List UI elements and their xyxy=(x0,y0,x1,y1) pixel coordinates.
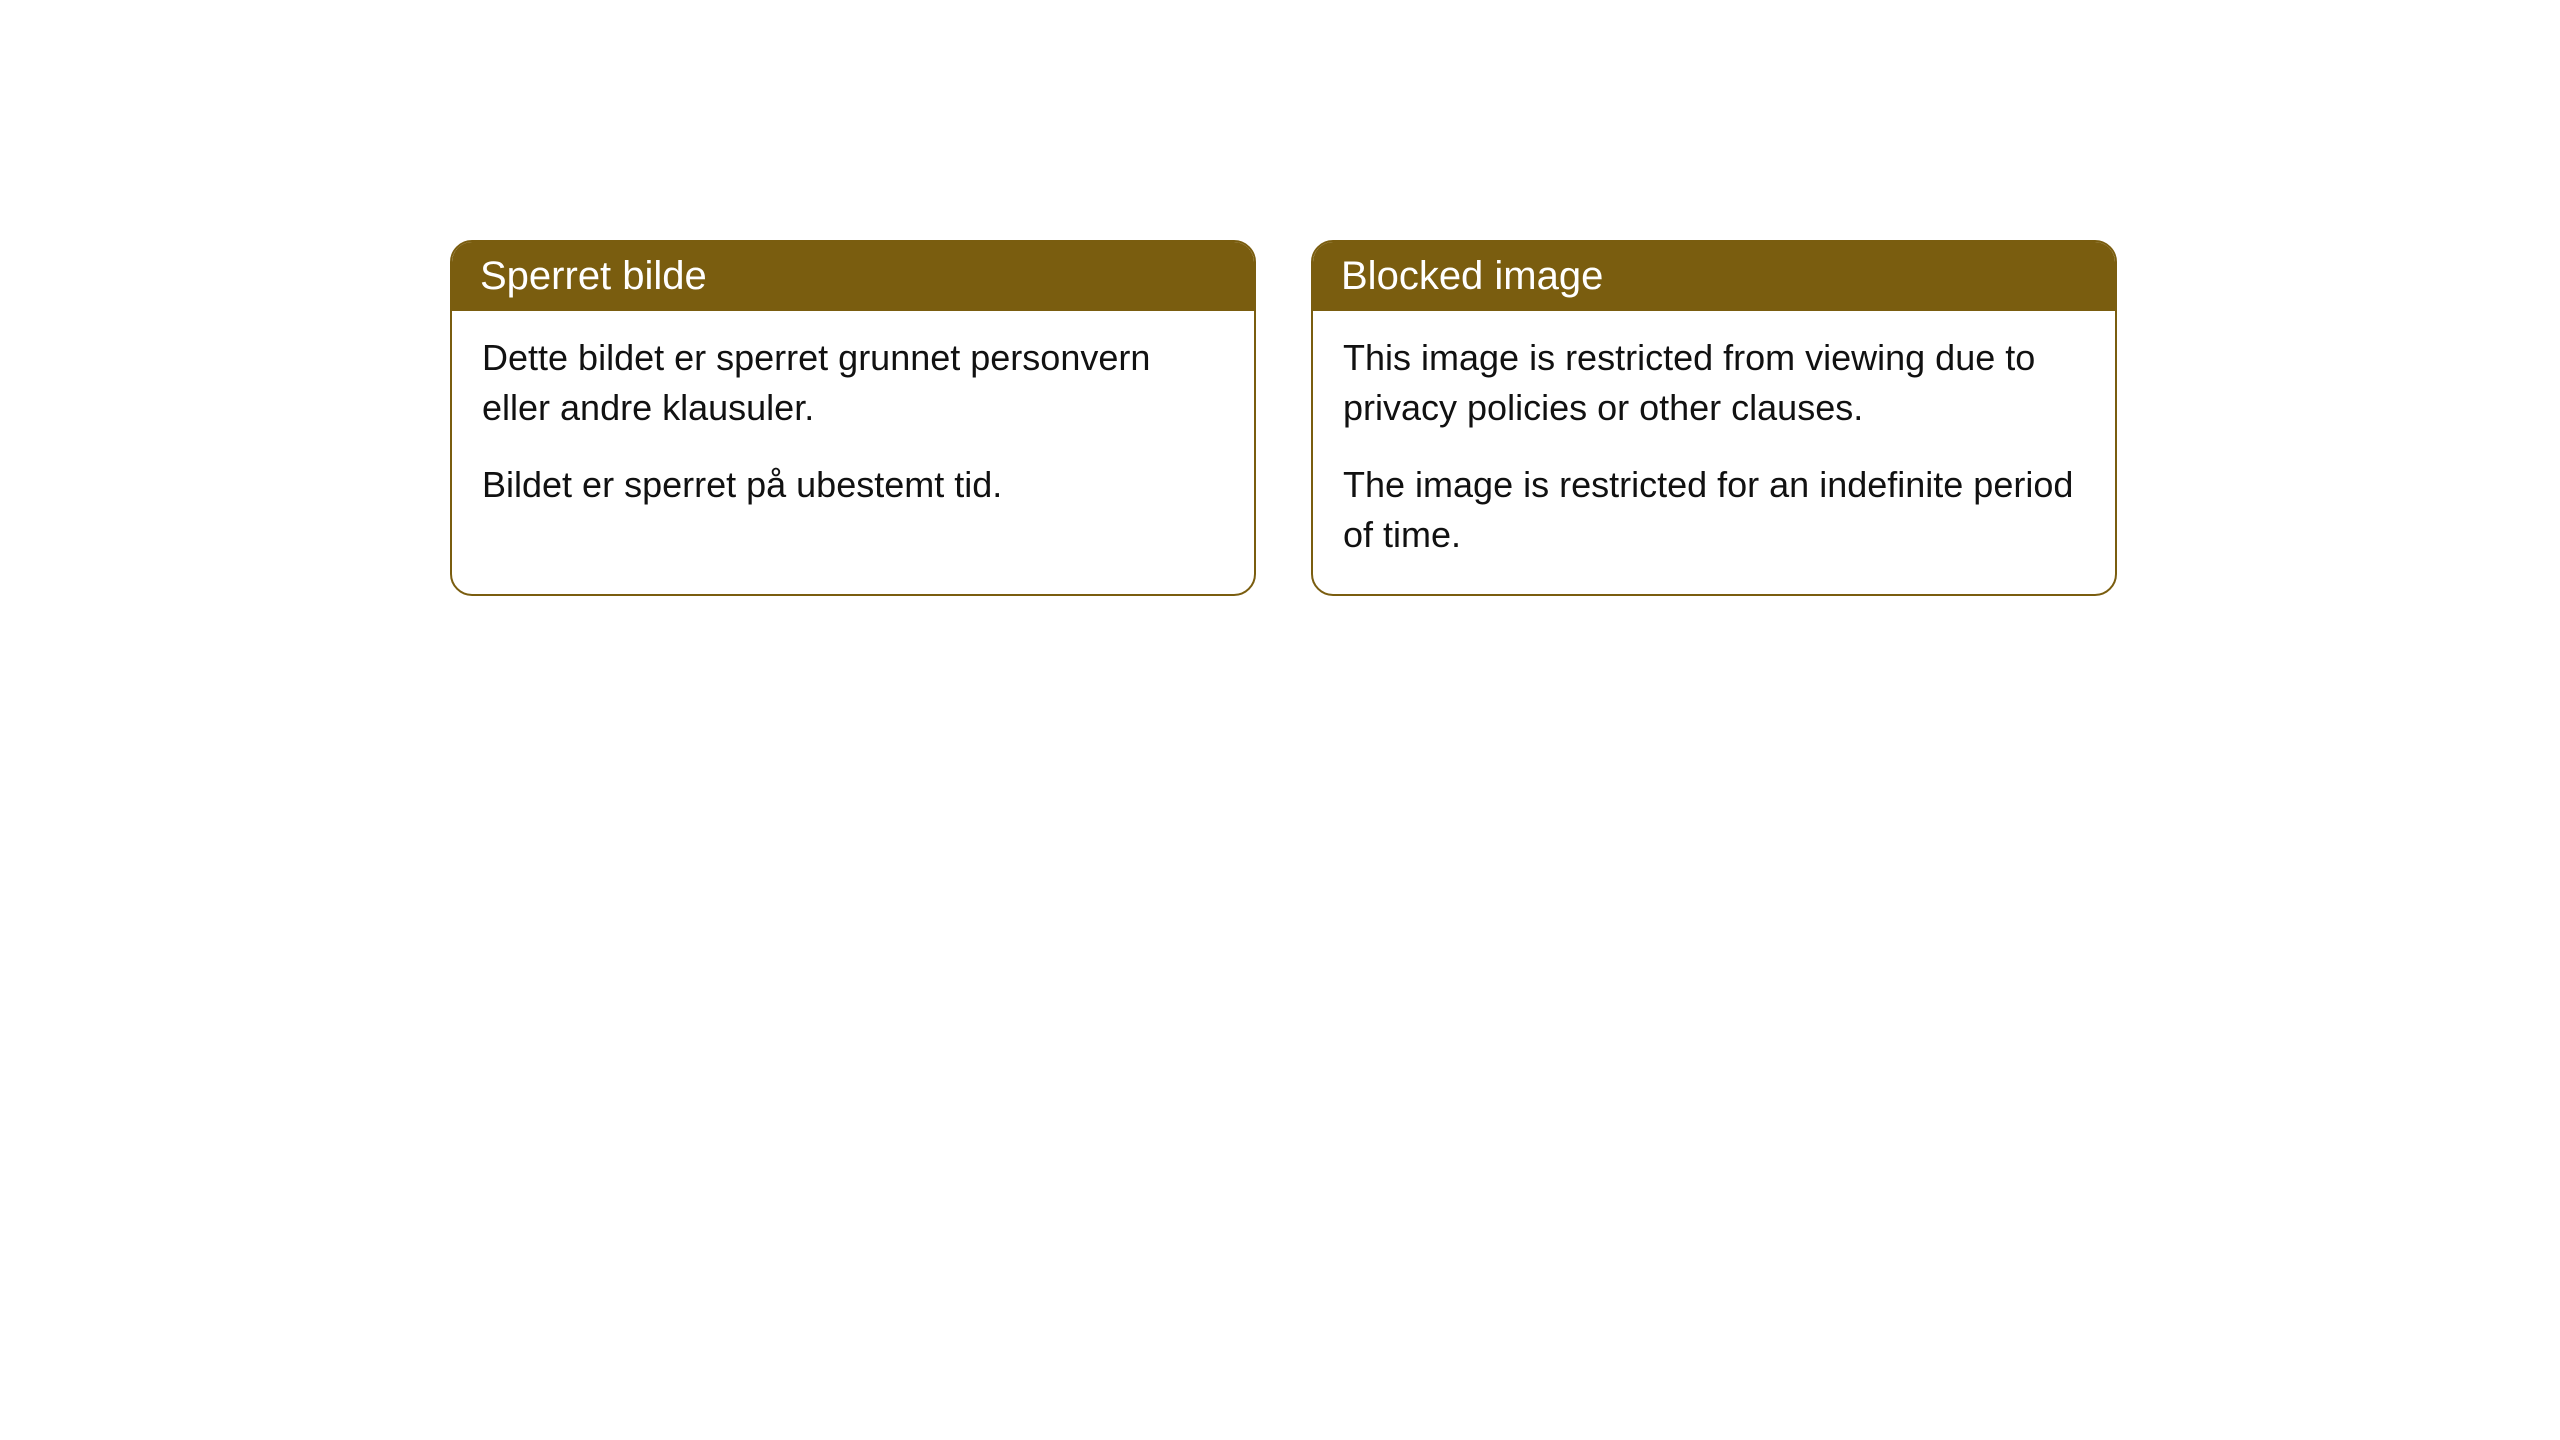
panel-title: Sperret bilde xyxy=(480,254,707,298)
blocked-image-panel-norwegian: Sperret bilde Dette bildet er sperret gr… xyxy=(450,240,1256,596)
panel-paragraph: This image is restricted from viewing du… xyxy=(1343,333,2085,432)
panel-paragraph: The image is restricted for an indefinit… xyxy=(1343,460,2085,559)
panel-paragraph: Bildet er sperret på ubestemt tid. xyxy=(482,460,1224,510)
panel-body: This image is restricted from viewing du… xyxy=(1313,311,2115,594)
panel-paragraph: Dette bildet er sperret grunnet personve… xyxy=(482,333,1224,432)
panel-header: Blocked image xyxy=(1313,242,2115,311)
blocked-image-panel-english: Blocked image This image is restricted f… xyxy=(1311,240,2117,596)
panel-body: Dette bildet er sperret grunnet personve… xyxy=(452,311,1254,544)
panel-header: Sperret bilde xyxy=(452,242,1254,311)
blocked-image-panels: Sperret bilde Dette bildet er sperret gr… xyxy=(450,240,2117,596)
panel-title: Blocked image xyxy=(1341,254,1603,298)
